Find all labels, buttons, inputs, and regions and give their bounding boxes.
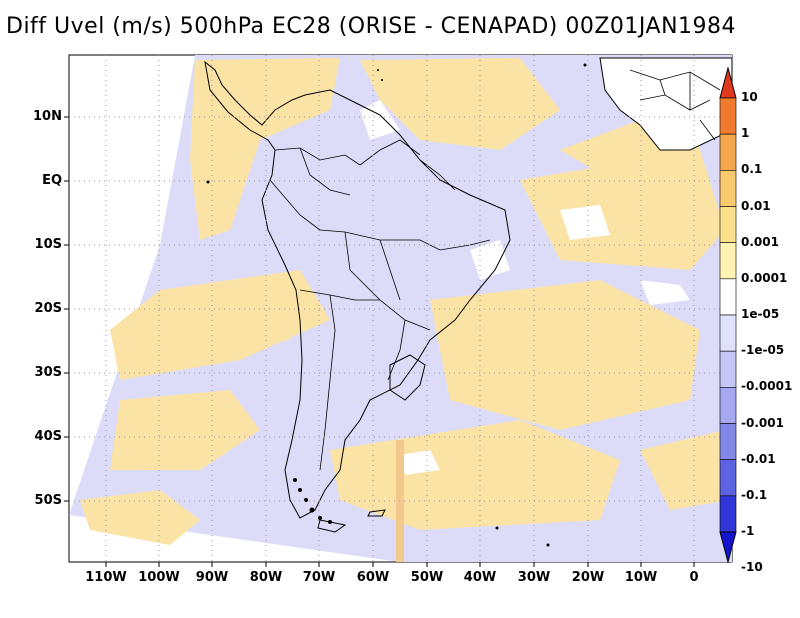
- lon-label-70w: 70W: [302, 570, 336, 585]
- colorbar-label: -1: [741, 524, 755, 538]
- lon-label-110w: 110W: [85, 570, 127, 585]
- lat-label-40s: 40S: [34, 429, 62, 444]
- colorbar-label: 0.01: [741, 198, 771, 213]
- colorbar-label: 0.0001: [741, 270, 788, 285]
- colorbar-swatch: [719, 459, 737, 497]
- colorbar-label: -0.1: [741, 487, 768, 502]
- colorbar-swatch: [719, 242, 737, 280]
- graticule: [69, 55, 732, 562]
- colorbar-label: -0.01: [741, 451, 776, 466]
- colorbar-label: 0.001: [741, 234, 779, 249]
- colorbar-swatch: [719, 314, 737, 352]
- colorbar-label: 1: [741, 126, 750, 141]
- colorbar-swatch: [719, 387, 737, 424]
- lat-label-50s: 50S: [34, 493, 62, 508]
- lat-label-20s: 20S: [34, 301, 62, 316]
- lon-label-50w: 50W: [410, 570, 444, 585]
- lon-label-10w: 10W: [624, 570, 658, 585]
- lat-label-30s: 30S: [34, 365, 62, 380]
- colorbar-arrow-bottom: [719, 531, 737, 564]
- positive-anomaly-patches: [80, 58, 730, 545]
- colorbar-swatch: [719, 206, 737, 243]
- falkland-islands: [367, 509, 386, 517]
- small-islands: [206, 63, 587, 547]
- lon-label-0: 0: [689, 570, 699, 585]
- colorbar-swatch: [719, 278, 737, 316]
- colorbar-label: -10: [741, 560, 763, 575]
- colorbar-swatch: [719, 350, 737, 388]
- uruguay-border: [389, 354, 426, 401]
- colorbar-label: -0.0001: [741, 379, 793, 394]
- south-america-coast: [204, 60, 511, 519]
- colorbar-swatch: [719, 170, 737, 207]
- lon-label-30w: 30W: [517, 570, 551, 585]
- colorbar-swatch: [719, 495, 737, 533]
- africa-coast: [599, 57, 732, 151]
- lat-label-eq: EQ: [42, 173, 62, 188]
- map-title: Diff Uvel (m/s) 500hPa EC28 (ORISE - CEN…: [6, 14, 737, 39]
- colorbar-label: 0.1: [741, 162, 763, 177]
- colorbar-label: -1e-05: [741, 343, 785, 358]
- colorbar-swatch: [719, 97, 737, 135]
- lon-label-60w: 60W: [356, 570, 390, 585]
- lon-label-20w: 20W: [571, 570, 605, 585]
- axis-ticks: [64, 116, 695, 567]
- colorbar-label: -0.001: [741, 415, 784, 430]
- lon-label-80w: 80W: [249, 570, 283, 585]
- colorbar-label: 1e-05: [741, 307, 780, 321]
- colorbar-label: 10: [741, 90, 758, 104]
- lon-label-100w: 100W: [138, 570, 180, 585]
- lon-label-90w: 90W: [195, 570, 229, 585]
- lat-label-10s: 10S: [34, 237, 62, 252]
- country-borders: [269, 139, 491, 471]
- colorbar-swatch: [719, 133, 737, 171]
- colorbar-swatch: [719, 423, 737, 460]
- colorbar: [719, 66, 737, 564]
- africa-borders: [629, 69, 721, 141]
- lat-label-10n: 10N: [33, 109, 62, 124]
- lon-label-40w: 40W: [463, 570, 497, 585]
